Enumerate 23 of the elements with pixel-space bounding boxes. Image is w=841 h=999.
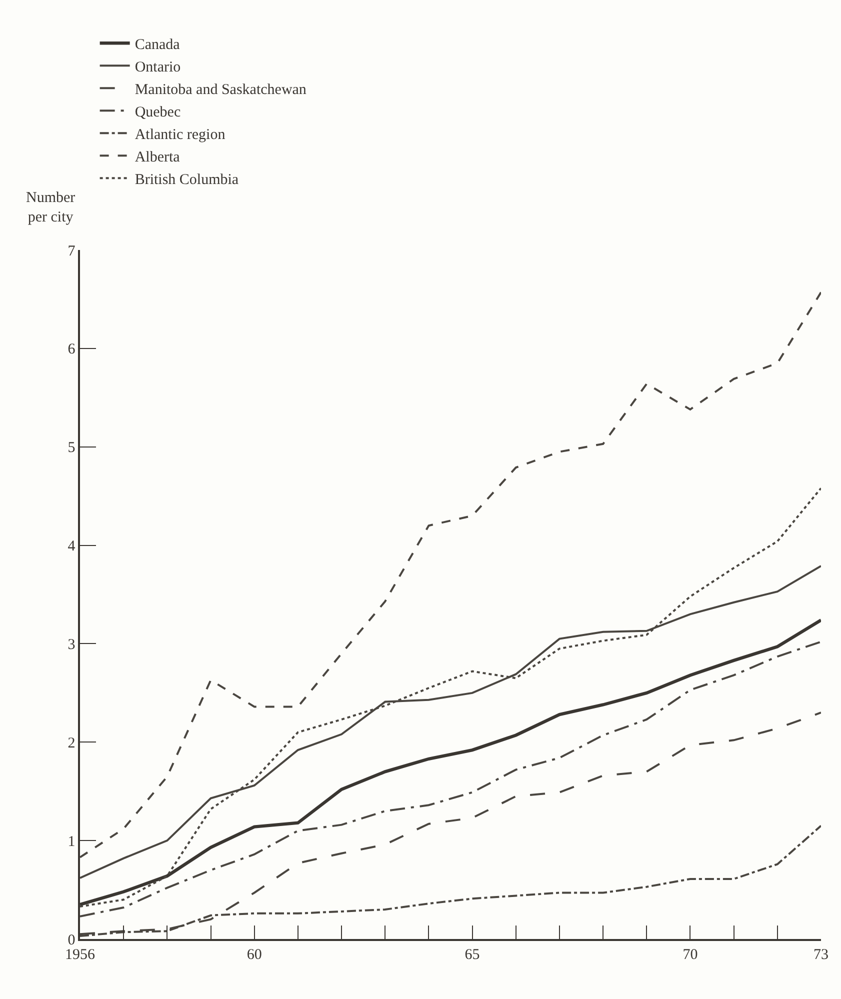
legend-label: Quebec (134, 104, 181, 120)
x-tick-label: 65 (464, 946, 480, 963)
y-tick-label: 4 (68, 538, 76, 555)
legend-label: Manitoba and Saskatchewan (134, 82, 307, 98)
x-tick-label: 1956 (65, 946, 96, 963)
y-tick-label: 2 (68, 735, 76, 752)
legend-label: Canada (134, 36, 180, 53)
y-axis-title: Number per city (26, 190, 76, 226)
y-tick-label: 0 (68, 932, 76, 948)
x-tick-label: 60 (246, 946, 262, 963)
x-tick-label: 70 (682, 946, 698, 963)
y-tick-label: 3 (68, 636, 76, 653)
x-tick-label: 73 (814, 946, 828, 963)
legend-label: Ontario (134, 59, 181, 76)
line-series (80, 487, 821, 908)
legend-label: Atlantic region (134, 126, 226, 143)
y-tick-label: 1 (68, 834, 76, 850)
y-tick-label: 7 (68, 243, 76, 260)
legend-label: British Columbia (134, 172, 239, 188)
y-tick-label: 6 (68, 342, 76, 358)
line-series (80, 291, 821, 858)
y-tick-label: 5 (68, 440, 76, 456)
legend-label: Alberta (134, 149, 180, 166)
